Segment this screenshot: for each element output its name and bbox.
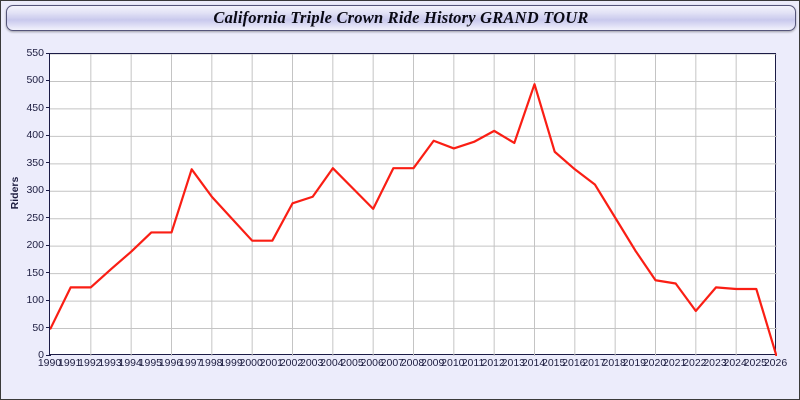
y-tick-mark [46,134,51,136]
page-title: California Triple Crown Ride History GRA… [213,8,589,27]
x-tick-label: 2003 [299,357,324,369]
x-tick-label: 1997 [178,357,203,369]
x-tick-label: 2020 [642,357,667,369]
y-tick-label: 500 [26,74,44,87]
x-tick-label: 1995 [138,357,163,369]
x-tick-label: 2019 [622,357,647,369]
x-tick-label: 2023 [703,357,727,369]
x-tick-label: 2007 [380,357,405,369]
x-tick-label: 2015 [541,357,566,369]
x-tick-label: 2008 [400,357,425,369]
x-tick-label: 2025 [743,357,768,369]
x-tick-label: 2004 [320,357,344,369]
y-tick-label: 350 [26,156,44,169]
data-series-line [50,83,777,356]
x-tick-label: 1993 [98,357,122,369]
y-tick-label: 150 [26,266,44,279]
y-tick-label: 250 [26,211,44,224]
y-tick-mark [46,107,51,109]
x-tick-label: 2001 [259,357,284,369]
x-tick-label: 2010 [441,357,465,369]
x-tick-label: 2016 [562,357,586,369]
y-tick-mark [46,244,51,246]
x-tick-label: 2021 [662,357,687,369]
y-tick-mark [46,189,51,191]
x-tick-label: 2024 [723,357,747,369]
x-tick-label: 2017 [582,357,606,369]
x-tick-label: 2011 [461,357,485,369]
y-axis-ticks: 0 50 100 150 200 250 300 350 400 450 500 550 [7,47,51,361]
y-tick-label: 200 [26,239,44,252]
y-tick-mark [46,52,51,54]
y-tick-mark [46,79,51,81]
y-tick-label: 400 [26,129,44,142]
y-tick-mark [46,217,51,219]
x-tick-label: 2000 [239,357,263,369]
x-tick-label: 1999 [219,357,243,369]
y-tick-mark [46,162,51,164]
y-tick-label: 550 [26,47,44,59]
x-tick-label: 1998 [199,357,223,369]
x-tick-label: 2012 [481,357,505,369]
x-tick-label: 2005 [340,357,364,369]
x-tick-label: 2014 [521,357,546,369]
y-tick-mark [46,272,51,274]
title-bar: California Triple Crown Ride History GRA… [6,5,796,31]
y-tick-label: 300 [26,184,44,197]
x-tick-label: 2002 [279,357,304,369]
x-tick-label: 2006 [360,357,384,369]
x-tick-label: 2013 [501,357,526,369]
y-tick-mark [46,354,51,356]
x-axis-ticks: 1990 1991 1992 1993 1994 1995 1996 1997 1998 1999… [38,357,787,375]
x-tick-label: 2018 [602,357,626,369]
y-tick-label: 450 [26,101,44,114]
x-tick-label: 1990 [37,357,62,369]
x-tick-label: 1991 [57,357,82,369]
x-tick-label: 1996 [158,357,183,369]
x-tick-label: 1992 [78,357,102,369]
x-tick-label: 2026 [763,357,788,369]
gridlines [50,54,777,356]
y-tick-label: 50 [32,321,44,334]
y-tick-mark [46,327,51,329]
y-tick-label: 0 [38,349,44,361]
y-tick-label: 100 [26,294,44,307]
x-tick-label: 2009 [420,357,445,369]
line-chart-svg [50,54,777,356]
x-tick-label: 1994 [118,357,142,369]
plot-area [49,53,777,356]
x-tick-label: 2022 [683,357,707,369]
y-tick-mark [46,299,51,301]
